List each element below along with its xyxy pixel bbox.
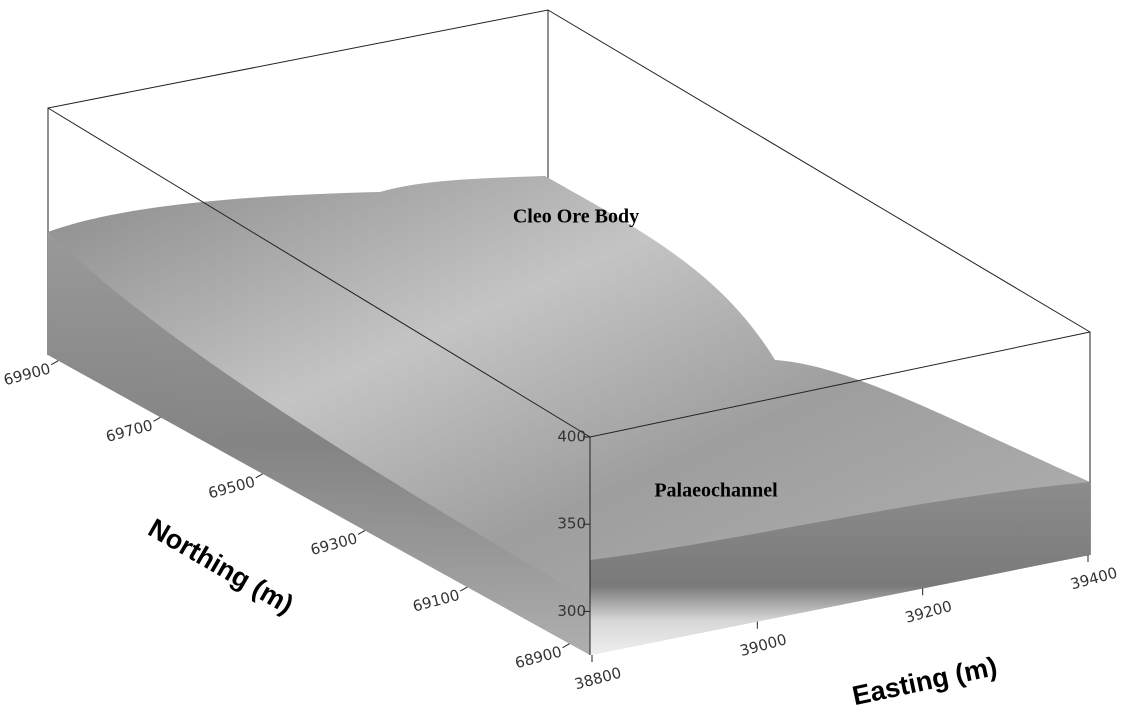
tick-mark (153, 417, 160, 421)
z-tick-label: 400 (557, 428, 586, 446)
northing-tick-label: 69700 (104, 416, 155, 446)
z-tick-label: 350 (557, 515, 586, 533)
tick-mark (563, 644, 570, 648)
easting-tick-label: 39400 (1068, 564, 1119, 594)
easting-tick-label: 39200 (903, 597, 954, 627)
northing-tick-label: 68900 (513, 643, 564, 673)
annotation: Cleo Ore Body (513, 206, 639, 228)
annotation: Palaeochannel (654, 480, 778, 502)
easting-tick-label: 39000 (738, 630, 789, 660)
tick-mark (256, 474, 263, 478)
easting-tick-label: 38800 (572, 664, 623, 694)
northing-tick-label: 69900 (2, 359, 53, 389)
z-tick-label: 300 (557, 602, 586, 620)
surface (48, 176, 1090, 655)
axis-title: Easting (m) (850, 651, 1000, 711)
northing-tick-label: 69500 (206, 473, 257, 503)
chart: Cleo Ore Body Palaeochannel Northing (m)… (0, 0, 1131, 717)
northing-tick-label: 69300 (308, 529, 359, 559)
tick-mark (460, 587, 467, 591)
axis-title: Northing (m) (143, 513, 298, 620)
northing-tick-label: 69100 (411, 586, 462, 616)
tick-mark (358, 530, 365, 534)
tick-mark (51, 361, 58, 365)
